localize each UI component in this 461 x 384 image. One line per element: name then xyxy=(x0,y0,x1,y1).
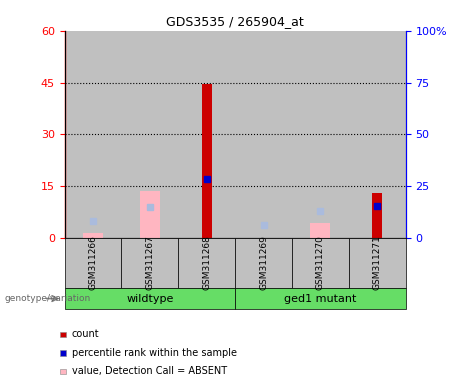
Text: count: count xyxy=(72,329,100,339)
Title: GDS3535 / 265904_at: GDS3535 / 265904_at xyxy=(166,15,304,28)
Text: value, Detection Call = ABSENT: value, Detection Call = ABSENT xyxy=(72,366,227,376)
Text: GSM311267: GSM311267 xyxy=(145,236,154,290)
Text: ged1 mutant: ged1 mutant xyxy=(284,293,356,304)
Text: GSM311269: GSM311269 xyxy=(259,236,268,290)
Bar xyxy=(372,193,382,238)
Text: wildtype: wildtype xyxy=(126,293,173,304)
Bar xyxy=(235,31,292,238)
Bar xyxy=(83,233,103,238)
Bar xyxy=(140,191,160,238)
Bar xyxy=(178,31,235,238)
Text: GSM311268: GSM311268 xyxy=(202,236,211,290)
Bar xyxy=(65,31,121,238)
Bar xyxy=(201,84,212,238)
Text: GSM311271: GSM311271 xyxy=(373,236,382,290)
Bar xyxy=(310,223,331,238)
Text: genotype/variation: genotype/variation xyxy=(5,294,91,303)
Text: GSM311270: GSM311270 xyxy=(316,236,325,290)
Bar xyxy=(349,31,406,238)
Text: percentile rank within the sample: percentile rank within the sample xyxy=(72,348,237,358)
Text: GSM311266: GSM311266 xyxy=(89,236,97,290)
Bar xyxy=(292,31,349,238)
Bar xyxy=(121,31,178,238)
